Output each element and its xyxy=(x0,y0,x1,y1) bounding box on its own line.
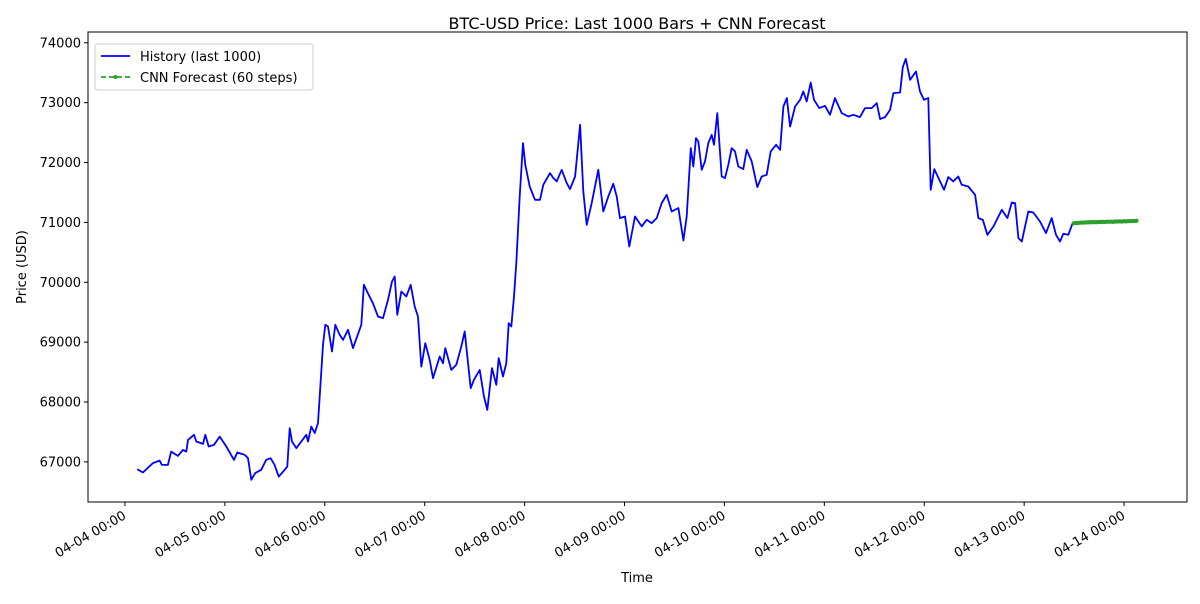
history-series-line xyxy=(136,57,1074,481)
y-tick-label: 73000 xyxy=(40,96,81,111)
y-tick-label: 68000 xyxy=(40,396,81,411)
y-tick-label: 70000 xyxy=(40,276,81,291)
axes-frame xyxy=(87,31,1188,503)
chart-title: BTC-USD Price: Last 1000 Bars + CNN Fore… xyxy=(449,14,826,33)
y-tick-label: 69000 xyxy=(40,336,81,351)
legend: History (last 1000) CNN Forecast (60 ste… xyxy=(94,43,314,91)
forecast-point xyxy=(1134,218,1139,223)
legend-history-label: History (last 1000) xyxy=(140,50,261,65)
y-axis: 67000 68000 69000 70000 71000 72000 73000 74000 xyxy=(40,36,88,470)
y-tick-label: 71000 xyxy=(40,216,81,231)
y-tick-label: 72000 xyxy=(40,156,81,171)
legend-forecast-marker xyxy=(113,75,118,79)
legend-forecast-label: CNN Forecast (60 steps) xyxy=(140,71,298,86)
x-axis-label: Time xyxy=(620,571,653,586)
y-tick-label: 74000 xyxy=(40,36,81,51)
y-axis-label: Price (USD) xyxy=(15,230,30,304)
plot-area xyxy=(136,57,1139,481)
legend-box xyxy=(94,43,314,91)
y-tick-label: 67000 xyxy=(40,455,81,470)
